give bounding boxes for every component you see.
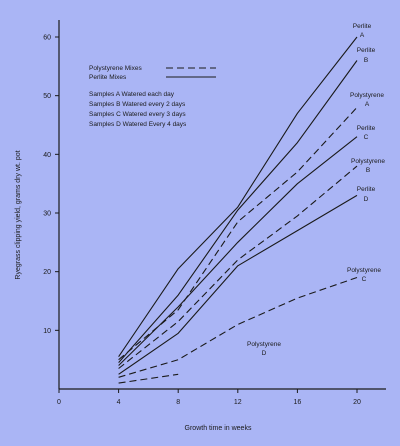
x-ticks: 0 4 8 12 16 20 bbox=[57, 389, 361, 406]
legend: Polystyrene Mixes Perlite Mixes Samples … bbox=[89, 65, 216, 128]
series-line-polystyrene-d bbox=[118, 373, 179, 384]
legend-note-c: Samples C Watered every 3 days bbox=[89, 111, 186, 118]
y-tick-label: 20 bbox=[43, 269, 51, 276]
y-tick-60: 60 bbox=[43, 35, 59, 42]
y-axis-label: Ryegrass clipping yield, grams dry wt. p… bbox=[15, 150, 22, 279]
x-tick-label: 4 bbox=[117, 399, 121, 406]
series-label-perlite-d: Perlite D bbox=[357, 186, 376, 203]
series-label-polystyrene-a-material: Polystyrene bbox=[350, 92, 384, 99]
series-label-polystyrene-c-material: Polystyrene bbox=[347, 267, 381, 274]
legend-label-polystyrene: Polystyrene Mixes bbox=[89, 65, 142, 72]
series-label-perlite-d-letter: D bbox=[364, 196, 369, 203]
series-label-perlite-a: Perlite A bbox=[353, 23, 372, 39]
axes bbox=[58, 20, 386, 390]
x-tick-label: 20 bbox=[353, 399, 361, 406]
series-label-perlite-a-letter: A bbox=[360, 32, 365, 39]
x-tick-20: 20 bbox=[353, 389, 361, 406]
x-tick-0: 0 bbox=[57, 389, 61, 406]
series-label-polystyrene-b-letter: B bbox=[366, 167, 370, 174]
x-tick-label: 16 bbox=[294, 399, 302, 406]
series-label-polystyrene-d-material: Polystyrene bbox=[247, 341, 281, 348]
series-label-polystyrene-a: Polystyrene A bbox=[350, 92, 384, 108]
y-tick-label: 40 bbox=[43, 152, 51, 159]
legend-note-a: Samples A Watered each day bbox=[89, 91, 175, 98]
x-tick-label: 0 bbox=[57, 399, 61, 406]
y-tick-20: 20 bbox=[43, 269, 59, 276]
series-label-perlite-a-material: Perlite bbox=[353, 23, 372, 30]
series-line-perlite-c bbox=[118, 136, 358, 366]
y-tick-10: 10 bbox=[43, 328, 59, 335]
series-group bbox=[118, 36, 358, 384]
series-line-perlite-b bbox=[118, 60, 358, 363]
x-tick-label: 8 bbox=[176, 399, 180, 406]
series-label-polystyrene-b: Polystyrene B bbox=[351, 158, 385, 174]
series-line-perlite-a bbox=[118, 36, 358, 358]
y-tick-label: 60 bbox=[43, 35, 51, 42]
y-tick-label: 50 bbox=[43, 93, 51, 100]
series-line-polystyrene-b bbox=[118, 165, 358, 369]
series-label-perlite-c-material: Perlite bbox=[357, 125, 376, 132]
x-tick-label: 12 bbox=[234, 399, 242, 406]
series-label-polystyrene-c: Polystyrene C bbox=[347, 267, 381, 283]
series-label-polystyrene-d: Polystyrene D bbox=[247, 341, 281, 357]
series-label-perlite-d-material: Perlite bbox=[357, 186, 376, 193]
series-label-polystyrene-b-material: Polystyrene bbox=[351, 158, 385, 165]
series-label-perlite-c: Perlite C bbox=[357, 125, 376, 141]
series-line-polystyrene-a bbox=[118, 107, 358, 361]
x-axis-label: Growth time in weeks bbox=[185, 425, 252, 432]
legend-note-d: Samples D Watered Every 4 days bbox=[89, 121, 187, 128]
series-labels: Perlite A Perlite B Polystyrene A Perlit… bbox=[247, 23, 385, 357]
x-tick-12: 12 bbox=[234, 389, 242, 406]
y-tick-label: 10 bbox=[43, 328, 51, 335]
series-label-perlite-b-letter: B bbox=[364, 57, 368, 64]
series-label-polystyrene-a-letter: A bbox=[365, 101, 370, 108]
series-label-perlite-b: Perlite B bbox=[357, 47, 376, 64]
legend-note-b: Samples B Watered every 2 days bbox=[89, 101, 186, 108]
y-tick-label: 30 bbox=[43, 211, 51, 218]
x-tick-16: 16 bbox=[294, 389, 302, 406]
x-tick-4: 4 bbox=[117, 389, 121, 406]
series-label-perlite-c-letter: C bbox=[364, 134, 369, 141]
y-tick-40: 40 bbox=[43, 152, 59, 159]
y-tick-50: 50 bbox=[43, 93, 59, 100]
series-label-perlite-b-material: Perlite bbox=[357, 47, 376, 54]
series-label-polystyrene-c-letter: C bbox=[362, 276, 367, 283]
series-label-polystyrene-d-letter: D bbox=[262, 350, 267, 357]
x-tick-8: 8 bbox=[176, 389, 180, 406]
legend-label-perlite: Perlite Mixes bbox=[89, 74, 127, 81]
y-tick-30: 30 bbox=[43, 211, 59, 218]
y-ticks: 10 20 30 40 50 60 bbox=[43, 35, 59, 335]
series-line-perlite-d bbox=[118, 194, 358, 375]
